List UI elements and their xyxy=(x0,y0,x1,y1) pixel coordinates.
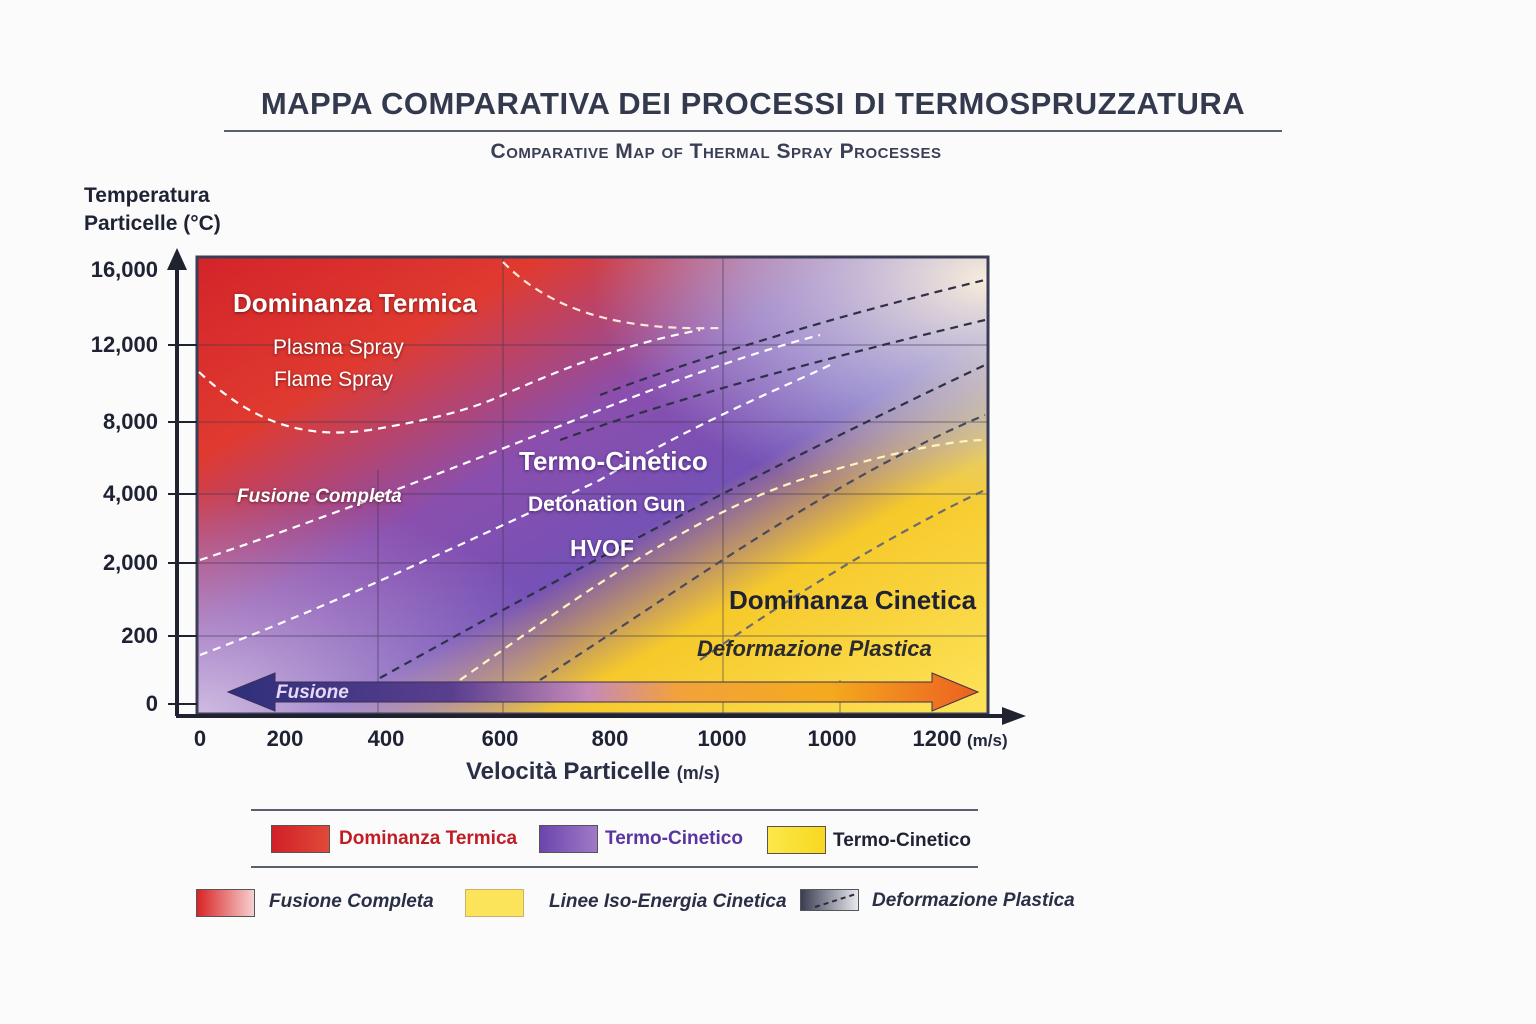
legend-label-deformazione-plastica: Deformazione Plastica xyxy=(872,890,1075,911)
x-tick-label: 0 xyxy=(193,726,207,751)
chart-subtitle: Comparative Map of Thermal Spray Process… xyxy=(490,140,942,163)
process-label-detonation-gun: Detonation Gun xyxy=(528,493,686,516)
deformation-line xyxy=(539,413,986,681)
x-tick-label: 800 xyxy=(591,726,629,751)
iso-energy-line xyxy=(199,364,831,657)
x-axis-label-text: Velocità Particelle xyxy=(466,758,671,785)
legend-label-dominanza-termica: Dominanza Termica xyxy=(339,828,518,849)
y-tick-label: 200 xyxy=(121,623,158,648)
region-label-dominanza-cinetica: Dominanza Cinetica xyxy=(729,585,977,615)
y-axis-label-line2: Particelle (°C) xyxy=(84,212,221,235)
iso-energy-line xyxy=(199,333,821,562)
x-axis-label: Velocità Particelle (m/s) xyxy=(466,758,720,786)
fusione-completa-boundary xyxy=(198,328,701,434)
fusione-arrow xyxy=(226,672,980,712)
region-label-dominanza-termica: Dominanza Termica xyxy=(233,288,477,318)
legend-label-termo-cinetico: Termo-Cinetico xyxy=(605,828,743,849)
legend-label-termo-cinetico-yellow: Termo-Cinetico xyxy=(833,830,971,851)
legend-divider-bottom xyxy=(251,866,978,868)
fusione-completa-label: Fusione Completa xyxy=(237,486,402,507)
x-axis-arrowhead xyxy=(1002,707,1026,725)
process-label-deformazione-plastica: Deformazione Plastica xyxy=(697,636,932,661)
y-axis-arrowhead xyxy=(167,248,187,270)
plot-highlight-bottom-left xyxy=(197,257,988,714)
legend-divider-top xyxy=(251,809,978,811)
process-label-hvof: HVOF xyxy=(570,535,634,561)
y-tick-label: 16,000 xyxy=(90,257,158,282)
x-axis-label-unit: (m/s) xyxy=(676,763,720,783)
y-tick-label: 12,000 xyxy=(90,332,158,357)
legend-swatch-termo-cinetico xyxy=(539,825,598,853)
chart-title: MAPPA COMPARATIVA DEI PROCESSI DI TERMOS… xyxy=(260,86,1246,121)
thermal-upper-boundary xyxy=(502,261,721,330)
y-tick-label: 2,000 xyxy=(102,550,158,575)
grid xyxy=(197,257,988,714)
y-axis-label: Temperatura Particelle (°C) xyxy=(84,182,221,238)
y-tick-label: 0 xyxy=(145,691,158,716)
legend-swatch-termo-cinetico-yellow xyxy=(767,826,826,854)
process-label-plasma-spray: Plasma Spray xyxy=(273,336,404,359)
deformation-line xyxy=(599,278,986,397)
x-tick-label: 200 xyxy=(266,726,304,751)
x-tick-label: 400 xyxy=(367,726,405,751)
region-label-termo-cinetico: Termo-Cinetico xyxy=(519,446,708,476)
title-divider xyxy=(224,130,1282,132)
iso-energy-line xyxy=(459,438,986,681)
x-tick-label: 1000 xyxy=(697,726,747,751)
dashed-line-icon xyxy=(814,893,857,908)
legend-swatch-linee-iso-energia xyxy=(465,889,524,917)
y-tick-label: 8,000 xyxy=(102,409,158,434)
fusione-arrow-label: Fusione xyxy=(276,682,349,703)
deformation-line xyxy=(699,489,986,661)
x-tick-unit: (m/s) xyxy=(967,731,1008,750)
y-tick-label: 4,000 xyxy=(102,481,158,506)
x-tick-label: 1200 xyxy=(912,726,962,751)
legend-swatch-deformazione-plastica xyxy=(800,889,859,911)
legend-swatch-fusione-completa xyxy=(196,889,255,917)
process-label-flame-spray: Flame Spray xyxy=(274,368,394,391)
legend-label-fusione-completa: Fusione Completa xyxy=(269,891,434,912)
x-tick-label: 1000 xyxy=(807,726,857,751)
x-tick-label: 600 xyxy=(481,726,519,751)
legend-swatch-dominanza-termica xyxy=(271,825,330,853)
y-axis-label-line1: Temperatura xyxy=(84,184,210,207)
legend-label-linee-iso-energia: Linee Iso-Energia Cinetica xyxy=(549,891,787,912)
deformation-line xyxy=(559,318,986,442)
deformation-line xyxy=(379,364,986,679)
